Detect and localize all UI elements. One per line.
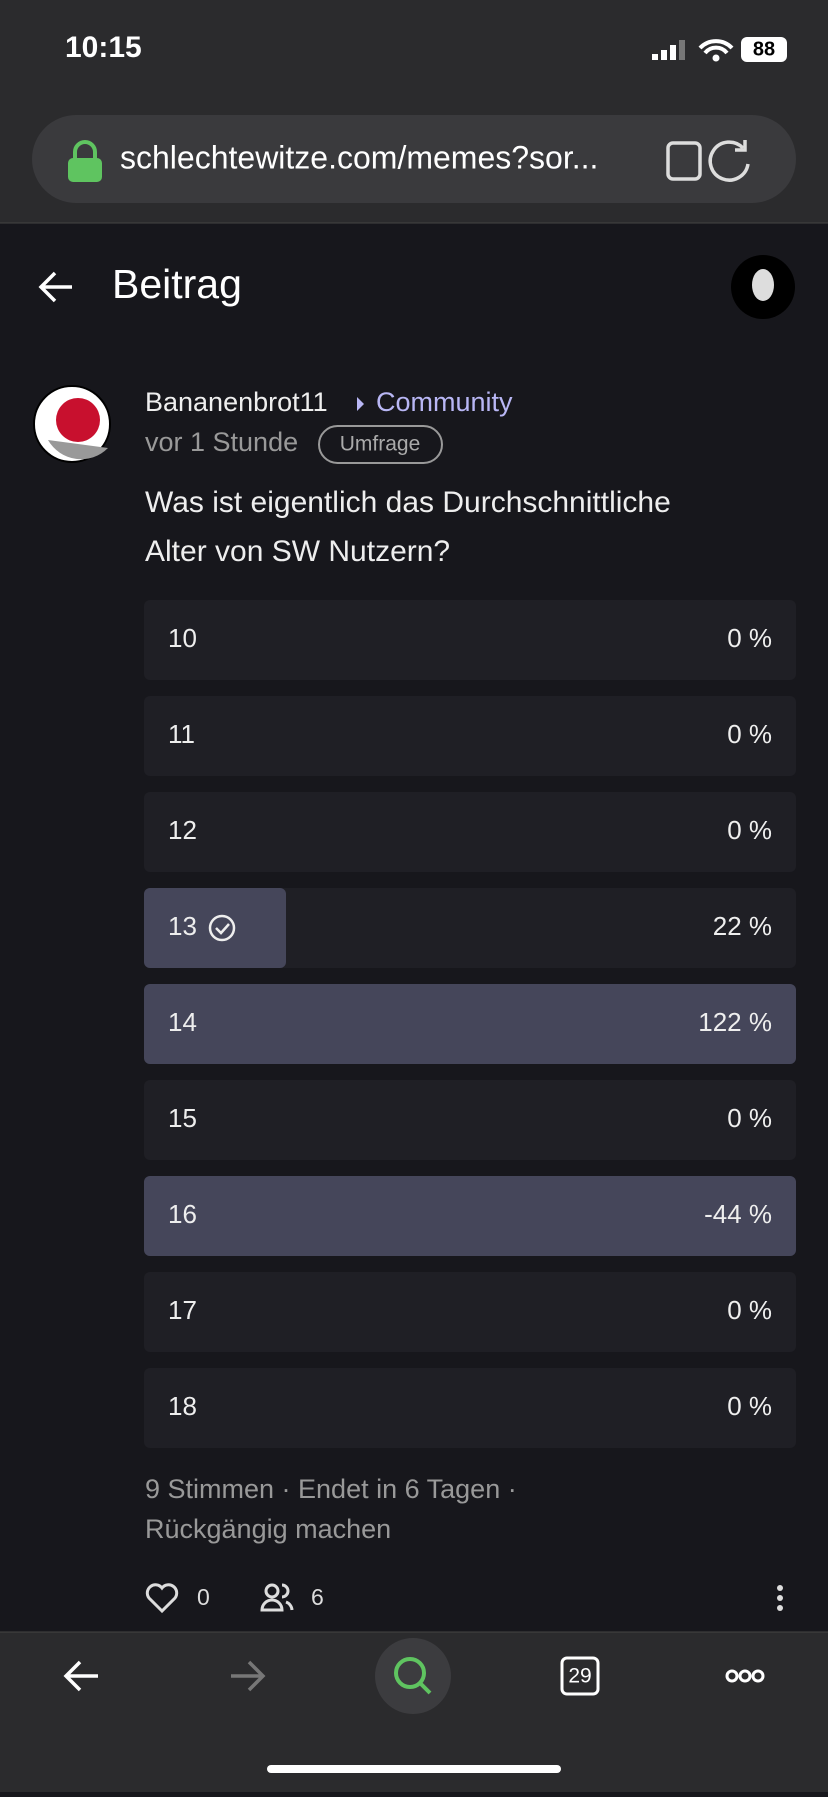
wifi-icon — [698, 39, 734, 55]
option-label: 15 — [168, 1103, 197, 1133]
question: Alter von SW Nutzern? — [145, 535, 450, 568]
tab-count: 29 — [568, 1665, 591, 1688]
author-name[interactable]: Bananenbrot11 — [145, 387, 328, 417]
wifi-dot — [712, 54, 720, 62]
page-title: Beitrag — [112, 261, 242, 307]
like-count: 0 — [197, 1584, 210, 1610]
home-indicator — [267, 1765, 561, 1773]
back-button[interactable] — [38, 271, 72, 303]
badge-text: Umfrage — [340, 433, 421, 456]
poll-fill — [144, 984, 796, 1064]
option-label: 16 — [168, 1199, 197, 1229]
lock-icon — [68, 140, 102, 182]
option-label: 12 — [168, 815, 197, 845]
option-label: 14 — [168, 1007, 197, 1037]
poll-footer: 9 Stimmen · Endet in 6 Tagen · — [145, 1474, 517, 1504]
search-handle — [418, 1681, 432, 1695]
option-percent: 0 % — [727, 719, 772, 749]
community-arrow — [357, 397, 364, 411]
poll-option[interactable] — [144, 1272, 796, 1352]
poll-option[interactable] — [144, 600, 796, 680]
avatar-face — [752, 269, 774, 301]
poll-option[interactable] — [144, 792, 796, 872]
option-percent: 0 % — [727, 1103, 772, 1133]
badge — [318, 425, 443, 464]
search-button[interactable] — [375, 1638, 451, 1714]
undo-link[interactable]: Rückgängig machen — [145, 1514, 391, 1544]
participant-count: 6 — [311, 1584, 324, 1610]
option-percent: 0 % — [727, 815, 772, 845]
avatar-mark — [56, 398, 100, 442]
url-bar[interactable] — [32, 115, 796, 203]
avatar-shade — [48, 440, 108, 460]
option-label: 11 — [168, 719, 195, 749]
option-percent: -44 % — [704, 1199, 772, 1229]
poll-fill — [144, 1176, 796, 1256]
option-percent: 0 % — [727, 1391, 772, 1421]
tabs-button[interactable] — [560, 1656, 600, 1696]
battery-level: 88 — [753, 38, 775, 60]
poll-option[interactable] — [144, 1080, 796, 1160]
option-label: 18 — [168, 1391, 197, 1421]
search-icon — [394, 1657, 426, 1689]
battery — [741, 37, 787, 62]
signal — [652, 40, 685, 60]
nav-back[interactable] — [63, 1660, 98, 1692]
poll: 10 0 % 11 0 % 12 0 % 13 22 % 14 122 % 15 0 % 16 -44 %… — [144, 600, 796, 1448]
post-time: vor 1 Stunde — [145, 427, 298, 457]
option-percent: 22 % — [713, 911, 772, 941]
more-menu[interactable] — [777, 1585, 783, 1611]
voted-icon — [208, 914, 236, 942]
option-percent: 0 % — [727, 623, 772, 653]
question: Was ist eigentlich das Durchschnittliche — [145, 486, 671, 519]
status-time: 10:15 — [65, 31, 142, 64]
nav-forward[interactable] — [231, 1660, 266, 1692]
poll-option[interactable] — [144, 888, 796, 968]
reload-icon[interactable] — [708, 140, 750, 182]
participants-icon — [260, 1583, 294, 1612]
option-percent: 122 % — [698, 1007, 772, 1037]
poll-fill — [144, 888, 286, 968]
option-percent: 0 % — [727, 1295, 772, 1325]
voted-check — [215, 923, 230, 935]
option-label: 17 — [168, 1295, 197, 1325]
option-label: 10 — [168, 623, 197, 653]
option-label: 13 — [168, 911, 197, 941]
community-name[interactable]: Community — [376, 387, 513, 417]
browser-menu[interactable] — [725, 1669, 765, 1683]
poll-option[interactable] — [144, 696, 796, 776]
url-text[interactable]: schlechtewitze.com/memes?sor... — [120, 139, 598, 175]
reader-icon[interactable] — [666, 141, 702, 181]
like-icon[interactable] — [145, 1583, 179, 1614]
poll-option[interactable] — [144, 1368, 796, 1448]
